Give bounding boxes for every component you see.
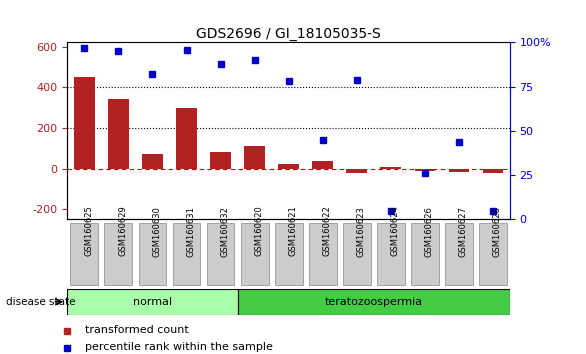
Bar xyxy=(483,169,503,173)
FancyBboxPatch shape xyxy=(172,223,200,285)
Text: percentile rank within the sample: percentile rank within the sample xyxy=(85,342,273,353)
Bar xyxy=(108,99,129,169)
Text: GSM160627: GSM160627 xyxy=(459,206,468,257)
FancyBboxPatch shape xyxy=(67,289,237,315)
Text: GSM160626: GSM160626 xyxy=(425,206,434,257)
Text: GSM160629: GSM160629 xyxy=(118,206,127,256)
Bar xyxy=(278,164,299,169)
Text: teratozoospermia: teratozoospermia xyxy=(325,297,423,307)
FancyBboxPatch shape xyxy=(241,223,268,285)
Bar xyxy=(346,169,367,173)
Bar xyxy=(210,152,231,169)
FancyBboxPatch shape xyxy=(411,223,439,285)
Text: GSM160632: GSM160632 xyxy=(220,206,230,257)
Text: GSM160624: GSM160624 xyxy=(391,206,400,256)
Bar xyxy=(380,167,401,169)
Text: transformed count: transformed count xyxy=(85,325,189,336)
FancyBboxPatch shape xyxy=(70,223,98,285)
FancyBboxPatch shape xyxy=(207,223,234,285)
FancyBboxPatch shape xyxy=(343,223,370,285)
Text: GSM160620: GSM160620 xyxy=(254,206,264,256)
FancyBboxPatch shape xyxy=(377,223,405,285)
FancyBboxPatch shape xyxy=(309,223,336,285)
Text: GSM160625: GSM160625 xyxy=(84,206,93,256)
Bar xyxy=(312,161,333,169)
Bar xyxy=(414,169,435,171)
Title: GDS2696 / GI_18105035-S: GDS2696 / GI_18105035-S xyxy=(196,28,381,41)
Text: disease state: disease state xyxy=(6,297,76,307)
Text: GSM160621: GSM160621 xyxy=(289,206,298,256)
Text: normal: normal xyxy=(133,297,172,307)
FancyBboxPatch shape xyxy=(445,223,473,285)
Text: GSM160631: GSM160631 xyxy=(186,206,196,257)
Bar xyxy=(74,77,94,169)
Bar xyxy=(448,169,469,172)
Text: GSM160628: GSM160628 xyxy=(493,206,502,257)
Text: GSM160622: GSM160622 xyxy=(323,206,332,256)
FancyBboxPatch shape xyxy=(138,223,166,285)
Bar xyxy=(176,108,197,169)
FancyBboxPatch shape xyxy=(104,223,132,285)
FancyBboxPatch shape xyxy=(237,289,510,315)
FancyBboxPatch shape xyxy=(275,223,302,285)
FancyBboxPatch shape xyxy=(479,223,507,285)
Bar xyxy=(244,146,265,169)
Text: GSM160623: GSM160623 xyxy=(357,206,366,257)
Text: GSM160630: GSM160630 xyxy=(152,206,162,257)
Bar xyxy=(142,154,163,169)
